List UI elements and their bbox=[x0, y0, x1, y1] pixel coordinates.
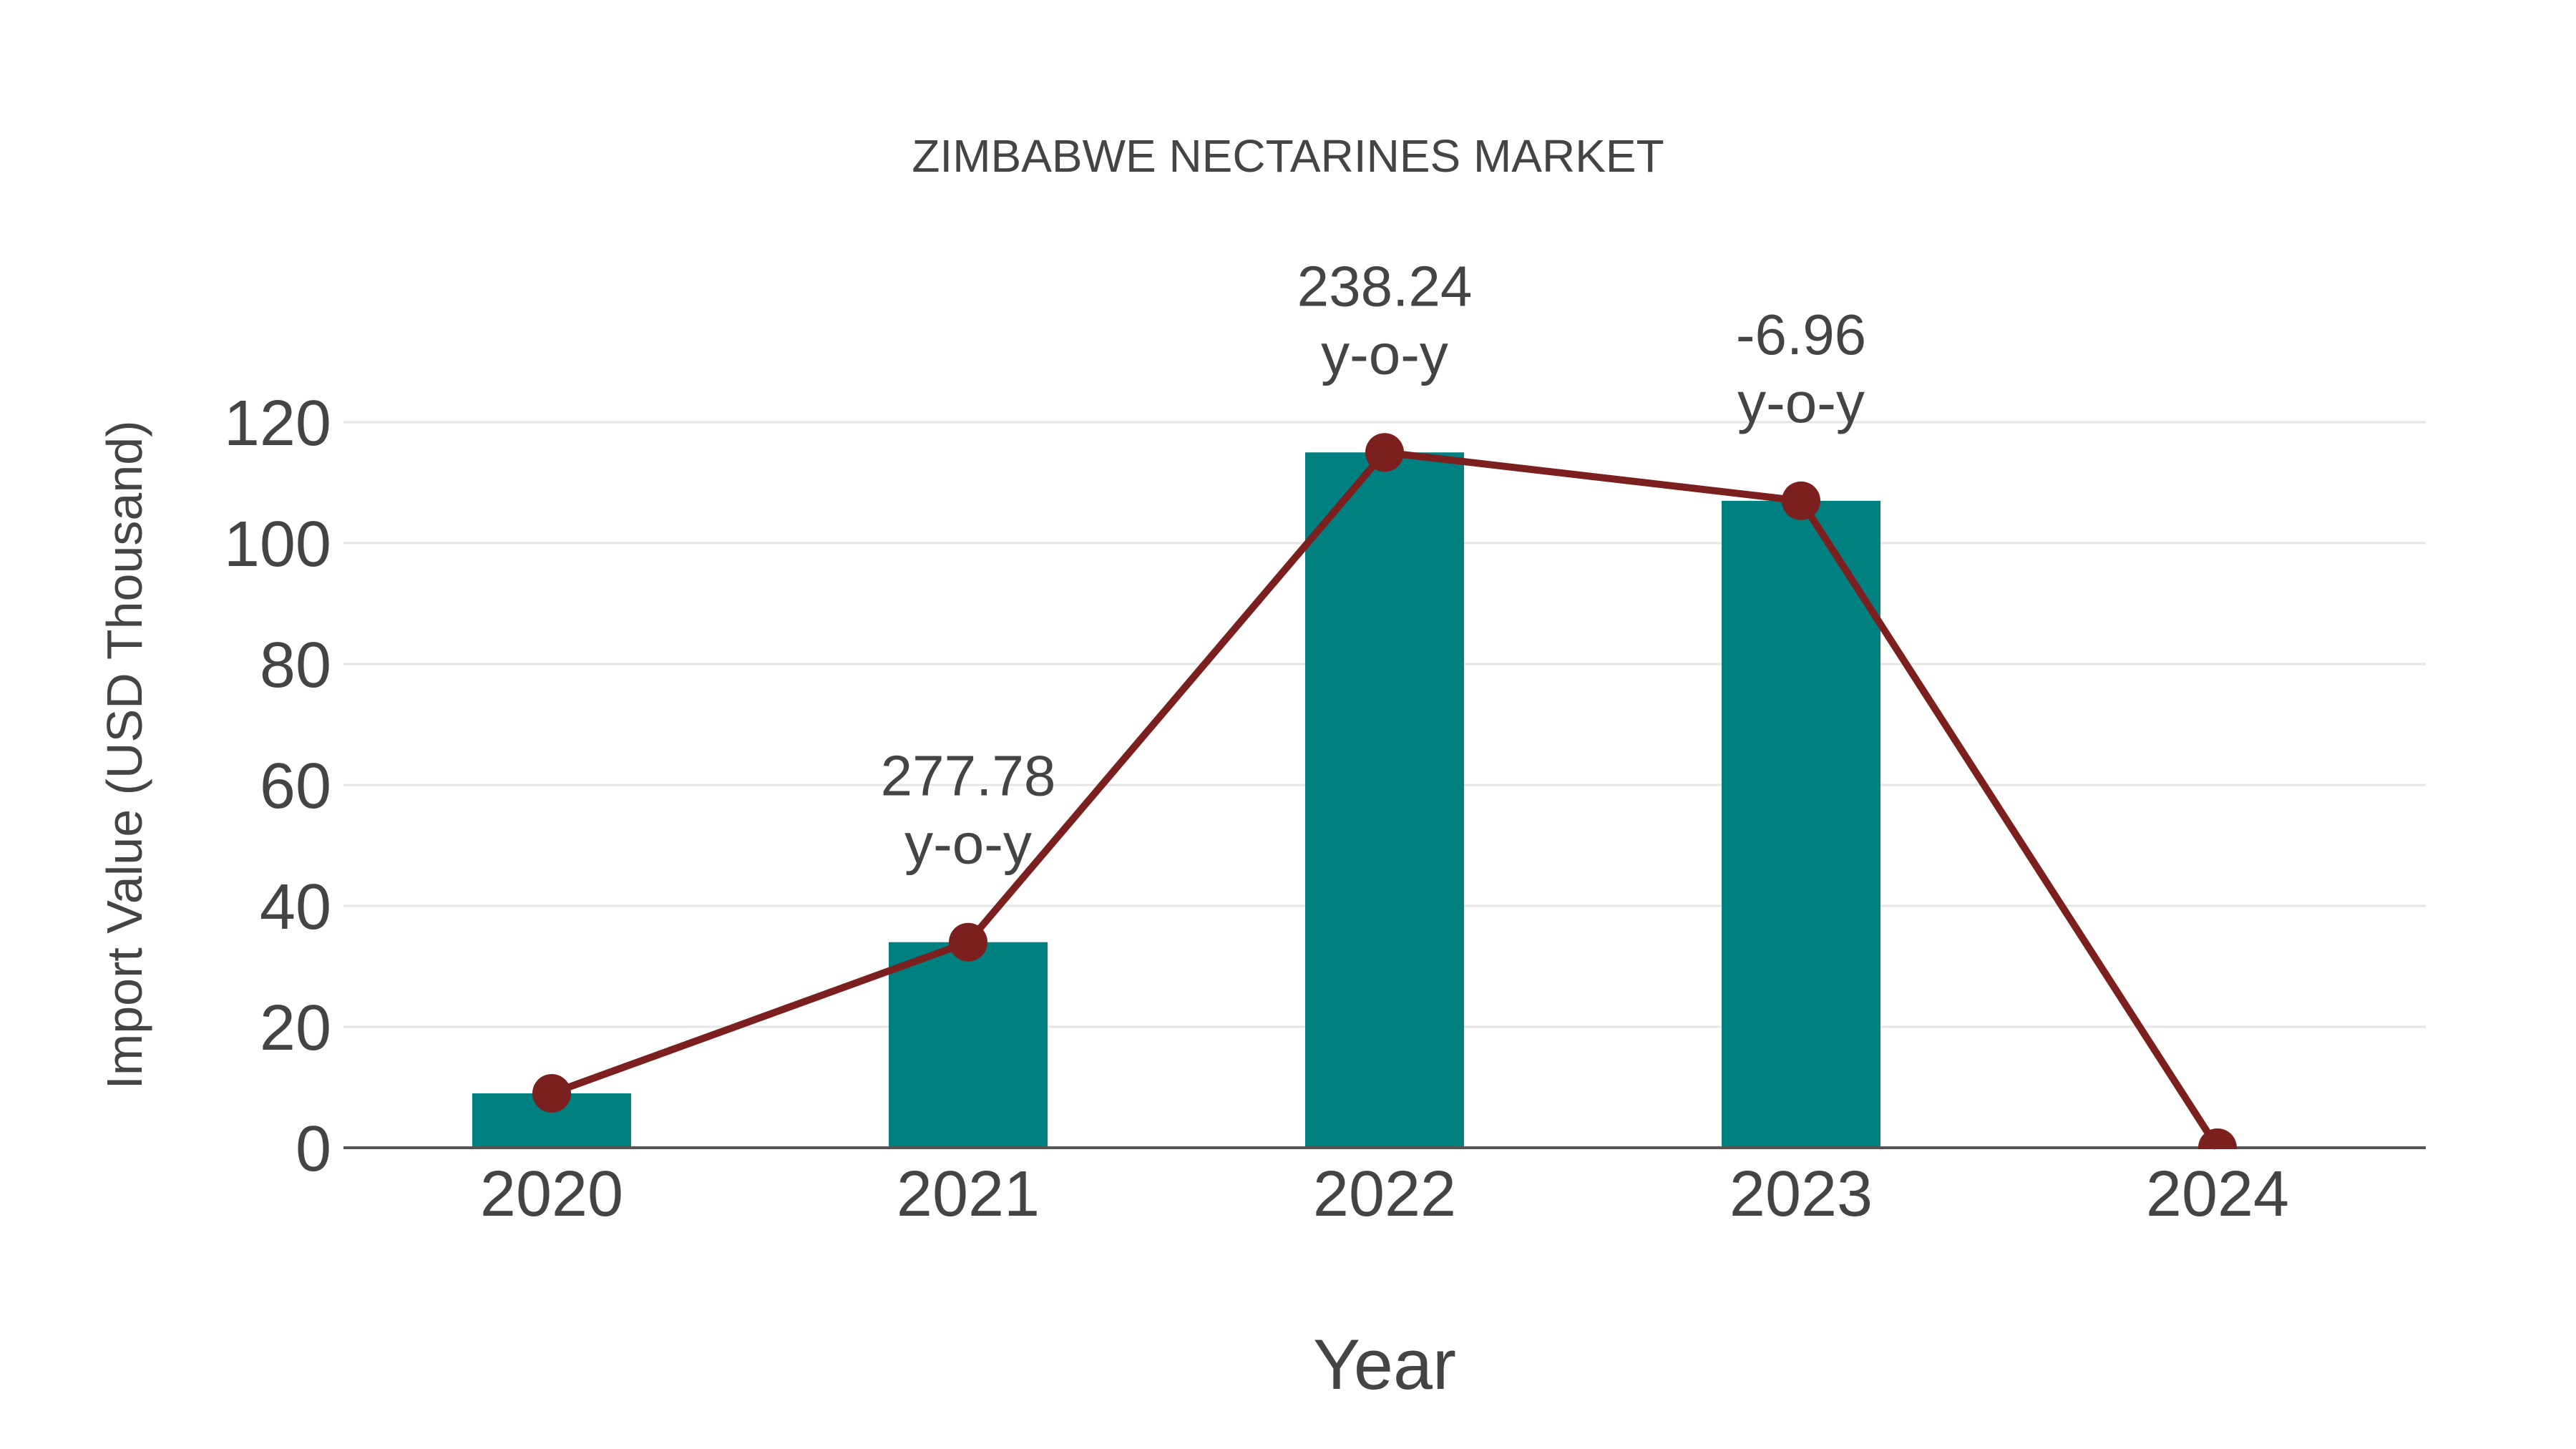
y-tick-label: 20 bbox=[260, 992, 331, 1064]
bar-2021[interactable] bbox=[889, 942, 1048, 1148]
y-tick-label: 0 bbox=[296, 1113, 331, 1185]
annotation-suffix: y-o-y bbox=[904, 812, 1032, 876]
x-tick-label: 2022 bbox=[1313, 1158, 1456, 1230]
bar-2023[interactable] bbox=[1722, 500, 1880, 1148]
annotation-2021: 277.78y-o-y bbox=[881, 744, 1056, 876]
y-tick-label: 100 bbox=[224, 509, 331, 580]
y-tick-label: 60 bbox=[260, 751, 331, 822]
marker-2022[interactable] bbox=[1365, 433, 1404, 472]
marker-2024[interactable] bbox=[2198, 1128, 2237, 1167]
x-tick-label: 2020 bbox=[480, 1158, 623, 1230]
annotation-suffix: y-o-y bbox=[1321, 322, 1448, 386]
x-axis-title: Year bbox=[1313, 1324, 1456, 1404]
annotation-suffix: y-o-y bbox=[1737, 371, 1865, 434]
marker-2020[interactable] bbox=[532, 1073, 571, 1113]
bar-2022[interactable] bbox=[1305, 452, 1464, 1148]
x-tick-label: 2024 bbox=[2146, 1158, 2289, 1230]
y-tick-label: 40 bbox=[260, 872, 331, 943]
trend-line-series bbox=[532, 433, 2237, 1167]
x-tick-label: 2021 bbox=[897, 1158, 1040, 1230]
y-tick-label: 120 bbox=[224, 388, 331, 459]
chart-title: ZIMBABWE NECTARINES MARKET bbox=[912, 130, 1664, 182]
annotation-value: -6.96 bbox=[1736, 303, 1866, 366]
y-axis-title: Import Value (USD Thousand) bbox=[97, 420, 152, 1089]
x-axis-ticks: 2020 2021 2022 2023 2024 bbox=[480, 1158, 2289, 1230]
annotation-2023: -6.96y-o-y bbox=[1736, 303, 1866, 434]
bar-series bbox=[472, 452, 1880, 1148]
annotation-2022: 238.24y-o-y bbox=[1297, 254, 1473, 386]
marker-2023[interactable] bbox=[1782, 481, 1820, 520]
y-tick-label: 80 bbox=[260, 630, 331, 701]
x-tick-label: 2023 bbox=[1729, 1158, 1873, 1230]
y-axis-ticks: 0 20 40 60 80 100 120 bbox=[224, 388, 331, 1185]
annotation-value: 238.24 bbox=[1297, 254, 1473, 318]
annotation-value: 277.78 bbox=[881, 744, 1056, 808]
marker-2021[interactable] bbox=[949, 922, 987, 962]
